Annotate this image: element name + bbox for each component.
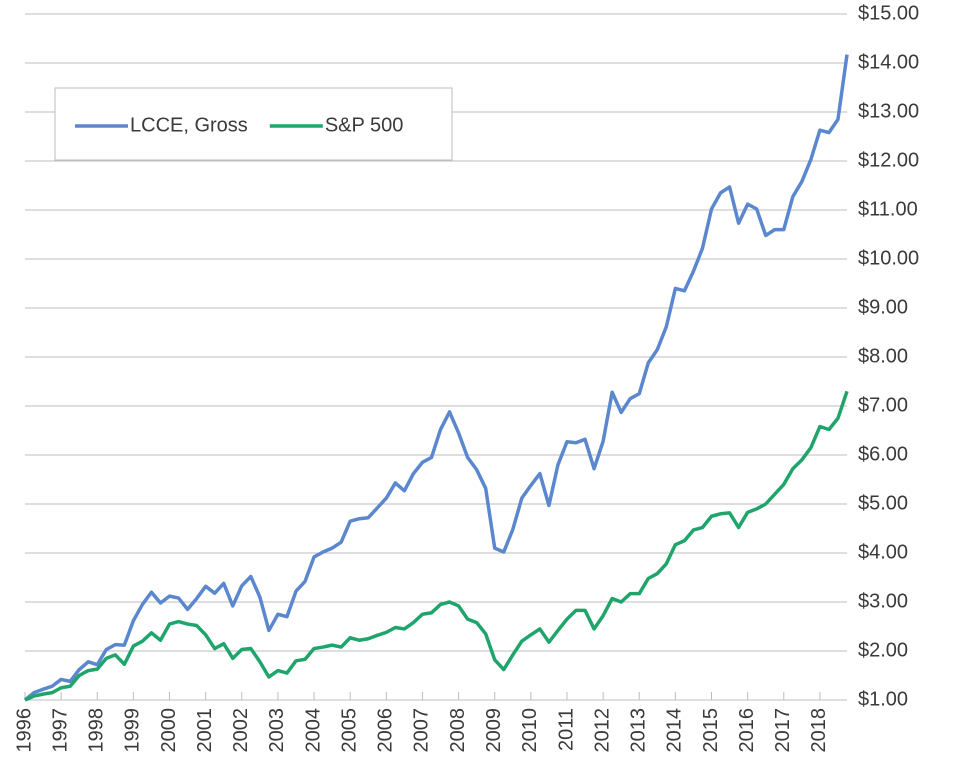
y-tick-label: $4.00 (858, 541, 908, 563)
y-tick-label: $10.00 (858, 247, 919, 269)
y-tick-label: $1.00 (858, 688, 908, 710)
legend: LCCE, Gross S&P 500 (54, 87, 453, 161)
x-tick-label: 2011 (555, 708, 577, 751)
x-tick-label: 2001 (194, 708, 216, 753)
x-tick-label: 2008 (447, 708, 469, 753)
x-tick-label: 2009 (483, 708, 505, 753)
series-line (23, 54, 849, 702)
y-tick-label: $9.00 (858, 296, 908, 318)
y-tick-label: $5.00 (858, 492, 908, 514)
x-tick-label: 2013 (628, 708, 650, 753)
x-tick-label: 2010 (519, 708, 541, 753)
y-tick-label: $6.00 (858, 443, 908, 465)
legend-box (54, 87, 453, 161)
y-tick-label: $12.00 (858, 149, 919, 171)
y-tick-label: $8.00 (858, 345, 908, 367)
x-tick-label: 2007 (411, 708, 433, 753)
series-line (24, 390, 849, 702)
x-tick-label: 1999 (122, 708, 144, 753)
x-tick-label: 1997 (49, 708, 71, 753)
x-tick-label: 2018 (808, 708, 830, 753)
x-tick-label: 2016 (736, 708, 758, 753)
x-tick-label: 2005 (338, 708, 360, 753)
x-tick-label: 2006 (375, 708, 397, 753)
x-tick-label: 2000 (158, 708, 180, 753)
x-tick-label: 2014 (664, 708, 686, 753)
y-tick-label: $13.00 (858, 100, 919, 122)
x-tick-label: 2017 (772, 708, 794, 753)
x-tick-label: 2002 (230, 708, 252, 753)
x-tick-label: 2003 (266, 708, 288, 753)
y-tick-label: $3.00 (858, 590, 908, 612)
y-tick-label: $2.00 (858, 639, 908, 661)
x-tick-label: 2015 (700, 708, 722, 753)
x-tick-label: 2004 (302, 708, 324, 753)
y-tick-label: $15.00 (858, 2, 919, 24)
x-tick-label: 1998 (86, 708, 108, 753)
x-tick-label: 1996 (13, 708, 35, 753)
y-tick-label: $11.00 (858, 198, 918, 220)
legend-label: LCCE, Gross (130, 114, 248, 136)
x-tick-label: 2012 (591, 708, 613, 753)
y-tick-label: $14.00 (858, 51, 919, 73)
y-tick-label: $7.00 (858, 394, 908, 416)
legend-label: S&P 500 (325, 114, 404, 136)
